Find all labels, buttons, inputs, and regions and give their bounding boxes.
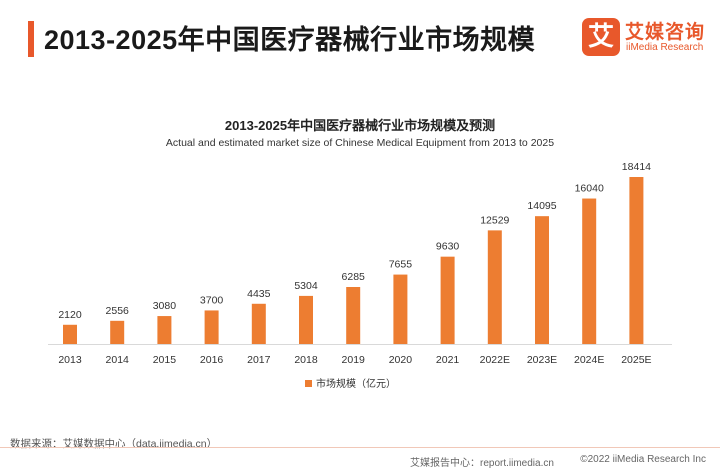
bar xyxy=(157,316,172,344)
chart-title: 2013-2025年中国医疗器械行业市场规模及预测 xyxy=(224,118,496,133)
data-label: 4435 xyxy=(247,288,271,300)
x-tick-label: 2015 xyxy=(153,354,177,366)
x-tick-label: 2020 xyxy=(389,354,413,366)
legend-label: 市场规模（亿元） xyxy=(316,377,396,390)
x-tick-label: 2022E xyxy=(480,354,510,366)
data-label: 3700 xyxy=(200,294,224,306)
title-accent-bar xyxy=(28,21,34,57)
x-tick-label: 2024E xyxy=(574,354,604,366)
data-label: 9630 xyxy=(436,241,460,253)
x-tick-label: 2025E xyxy=(621,354,651,366)
page-header: 2013-2025年中国医疗器械行业市场规模 艾 艾媒咨询 iiMedia Re… xyxy=(0,0,720,70)
bar xyxy=(582,198,597,344)
x-tick-label: 2021 xyxy=(436,354,460,366)
bar xyxy=(393,274,408,344)
x-tick-label: 2019 xyxy=(342,354,366,366)
bar xyxy=(629,177,644,344)
bar xyxy=(487,230,502,344)
data-label: 14095 xyxy=(527,200,556,212)
footer-copyright: ©2022 iiMedia Research Inc xyxy=(580,454,706,465)
logo-cn-text: 艾媒咨询 xyxy=(625,22,706,43)
data-label: 7655 xyxy=(389,259,413,271)
bar xyxy=(440,256,455,344)
x-tick-label: 2013 xyxy=(58,354,82,366)
logo-mark-icon: 艾 xyxy=(582,18,620,56)
footer-divider xyxy=(0,447,720,448)
logo-en-text: iiMedia Research xyxy=(626,42,704,53)
data-label: 18414 xyxy=(622,161,651,173)
x-tick-label: 2014 xyxy=(106,354,130,366)
data-label: 5304 xyxy=(294,280,318,292)
bar xyxy=(535,216,549,344)
data-source: 数据来源：艾媒数据中心（data.iimedia.cn） xyxy=(10,438,218,450)
x-tick-label: 2023E xyxy=(527,354,557,366)
bar xyxy=(204,310,219,344)
bar xyxy=(299,295,313,344)
x-tick-label: 2016 xyxy=(200,354,224,366)
bar xyxy=(251,303,266,344)
data-label: 3080 xyxy=(153,300,177,312)
bar xyxy=(63,324,77,344)
bar xyxy=(346,287,361,344)
page-title: 2013-2025年中国医疗器械行业市场规模 xyxy=(44,25,536,55)
data-label: 16040 xyxy=(575,183,604,195)
iimedia-logo: 艾 艾媒咨询 iiMedia Research xyxy=(582,16,704,60)
data-label: 2556 xyxy=(106,305,130,317)
legend-swatch xyxy=(305,380,312,387)
x-tick-label: 2018 xyxy=(294,354,318,366)
data-label: 6285 xyxy=(342,271,366,283)
x-tick-label: 2017 xyxy=(247,354,271,366)
chart-subtitle: Actual and estimated market size of Chin… xyxy=(165,137,555,149)
data-label: 2120 xyxy=(58,309,82,321)
footer-report-link: 艾媒报告中心：report.iimedia.cn xyxy=(410,458,554,469)
bar xyxy=(110,320,125,344)
data-label: 12529 xyxy=(480,214,509,226)
